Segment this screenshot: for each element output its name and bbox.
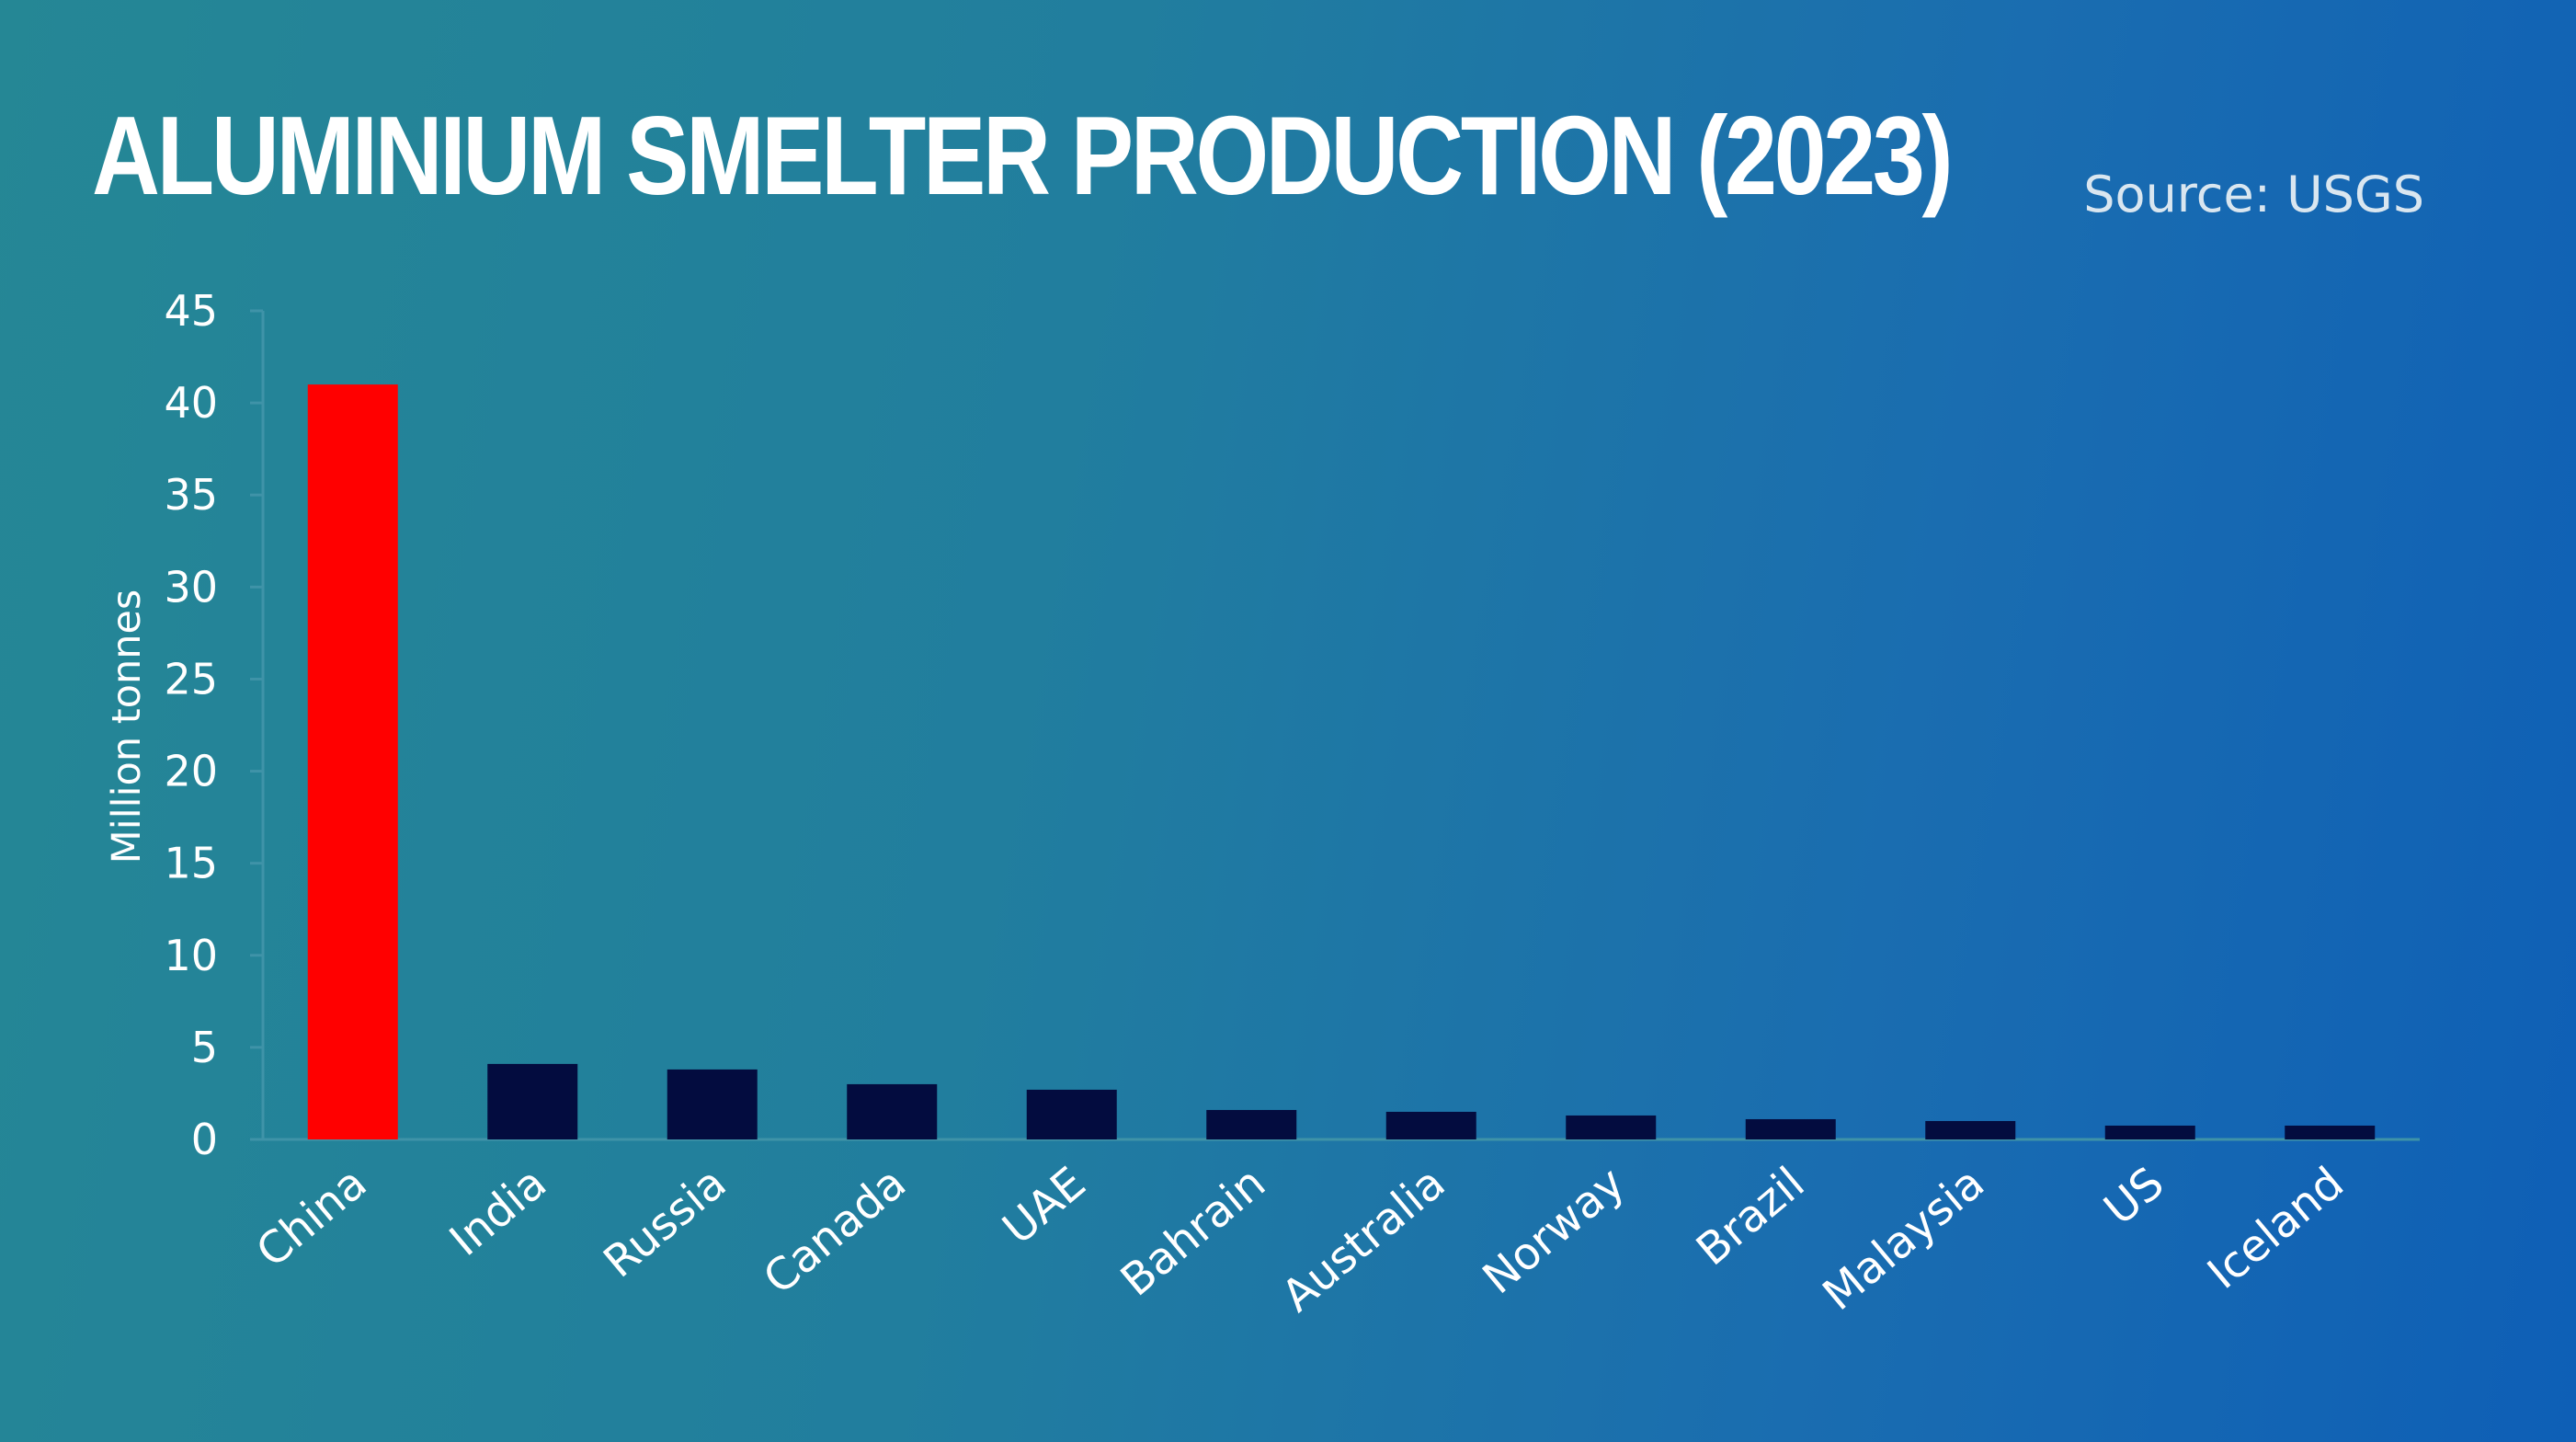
bar-brazil bbox=[1745, 1118, 1836, 1139]
y-tick-label: 20 bbox=[164, 747, 218, 796]
x-tick-label: China bbox=[246, 1157, 376, 1277]
x-tick-label: Brazil bbox=[1687, 1157, 1815, 1276]
y-tick-label: 40 bbox=[164, 378, 218, 428]
chart-title: ALUMINIUM SMELTER PRODUCTION (2023) bbox=[92, 93, 1954, 218]
x-tick-label: Bahrain bbox=[1111, 1157, 1275, 1306]
x-tick-label: US bbox=[2094, 1157, 2173, 1235]
bar-australia bbox=[1385, 1111, 1476, 1139]
y-axis-label: Million tonnes bbox=[104, 589, 150, 864]
x-tick-label: Iceland bbox=[2198, 1157, 2354, 1299]
y-tick-label: 45 bbox=[164, 286, 218, 336]
source-label: Source: USGS bbox=[2083, 166, 2424, 223]
x-tick-label: Canada bbox=[754, 1157, 916, 1304]
bar-china bbox=[307, 384, 398, 1140]
y-tick-label: 35 bbox=[164, 470, 218, 520]
bar-iceland bbox=[2285, 1125, 2376, 1139]
bar-norway bbox=[1566, 1115, 1657, 1139]
y-tick-label: 10 bbox=[164, 931, 218, 980]
x-tick-label: India bbox=[440, 1157, 556, 1266]
x-tick-label: Australia bbox=[1272, 1157, 1455, 1322]
x-tick-label: Norway bbox=[1473, 1157, 1634, 1304]
bars bbox=[307, 384, 2376, 1140]
bar-us bbox=[2104, 1125, 2195, 1139]
y-tick-label: 15 bbox=[164, 839, 218, 888]
y-tick-label: 25 bbox=[164, 654, 218, 704]
x-tick-label: Russia bbox=[594, 1157, 735, 1288]
y-tick-label: 5 bbox=[191, 1023, 218, 1072]
bar-russia bbox=[667, 1069, 758, 1139]
y-axis-ticks: 0 5 10 15 20 25 30 35 40 45 bbox=[164, 286, 263, 1164]
bar-uae bbox=[1026, 1089, 1117, 1139]
x-axis-labels: China India Russia Canada UAE BahrainAustrali… bbox=[246, 1157, 2354, 1322]
x-tick-label: Malaysia bbox=[1813, 1157, 1994, 1321]
bar-bahrain bbox=[1206, 1109, 1297, 1139]
x-tick-label: UAE bbox=[993, 1157, 1095, 1254]
y-tick-label: 0 bbox=[191, 1115, 218, 1164]
y-tick-label: 30 bbox=[164, 562, 218, 612]
bar-malaysia bbox=[1925, 1120, 2016, 1139]
bar-canada bbox=[847, 1083, 938, 1139]
bar-india bbox=[487, 1063, 578, 1139]
